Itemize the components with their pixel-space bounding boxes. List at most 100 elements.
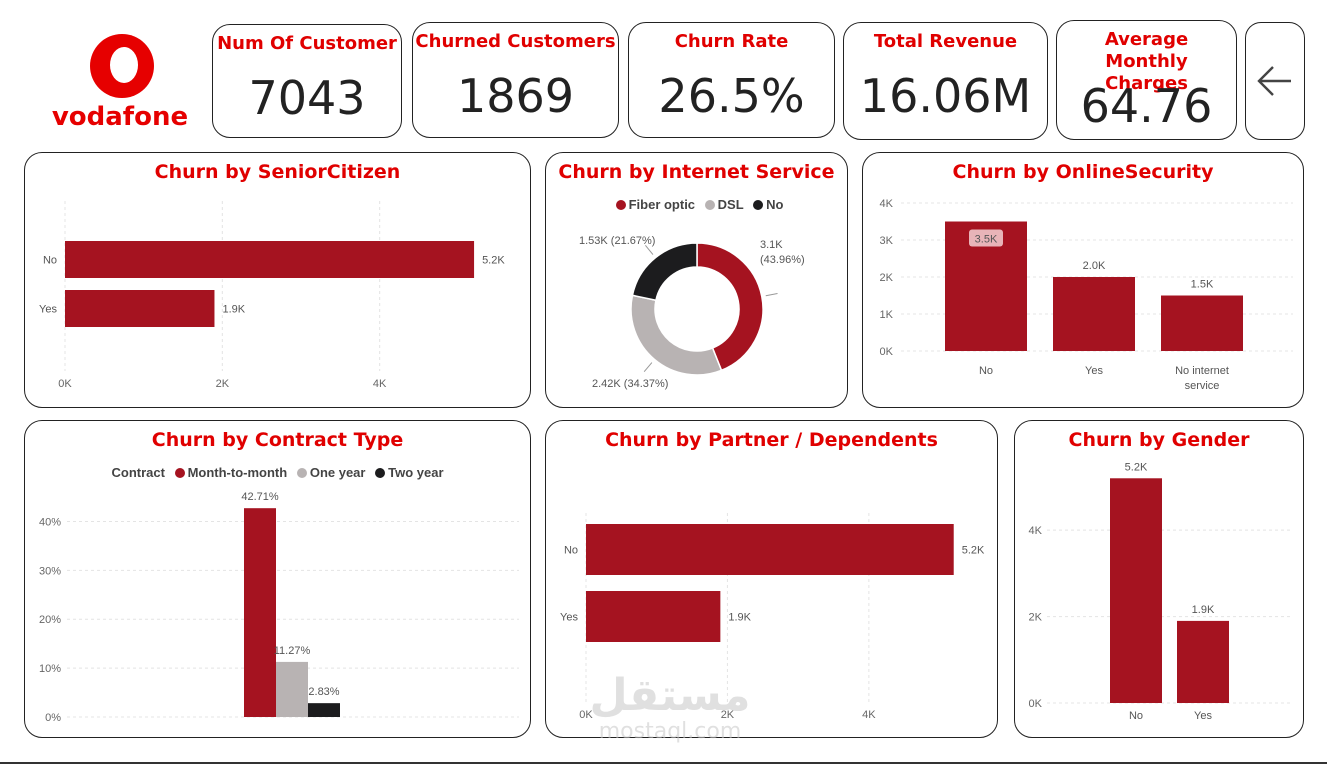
kpi-avg-monthly-charges: Average Monthly Charges 64.76 <box>1056 20 1237 140</box>
data-label: 1.5K <box>1191 279 1214 291</box>
bottom-divider <box>0 762 1327 764</box>
legend-dot <box>375 468 386 478</box>
chart-title: Churn by Gender <box>1068 429 1250 451</box>
data-label: 3.1K <box>760 239 783 251</box>
y-tick-label: 4K <box>880 198 894 210</box>
y-tick-label: 10% <box>39 663 61 675</box>
kpi-value: 64.76 <box>1080 79 1213 133</box>
bar <box>586 524 954 575</box>
y-tick-label: 4K <box>1029 525 1043 537</box>
data-label: 5.2K <box>962 545 985 557</box>
leader-line <box>765 293 778 297</box>
legend-dot <box>615 200 626 210</box>
y-tick-label: 1K <box>880 309 894 321</box>
chart-title: Churn by Internet Service <box>558 161 835 183</box>
legend-item: DSL <box>717 197 744 212</box>
legend-item: Month-to-month <box>187 465 288 480</box>
legend-dot <box>296 468 307 478</box>
legend-item: Fiber optic <box>628 197 696 212</box>
data-label: 5.2K <box>1125 461 1148 473</box>
chart-legend: Fiber optic DSL No <box>546 197 847 212</box>
watermark-arabic: مستقل <box>589 670 751 721</box>
panel-churn-by-internet: Churn by Internet Service Fiber optic DS… <box>545 152 848 408</box>
panel-churn-by-gender: Churn by Gender 0K 2K 4K 5.2K No 1.9K Yes <box>1014 420 1304 738</box>
x-tick-label: 2K <box>216 378 230 390</box>
chart-security: 0K 1K 2K 3K 4K 3.5K No 2.0K Yes 1.5K No internet se… <box>880 198 1293 392</box>
kpi-title: Churn Rate <box>674 31 789 52</box>
y-tick-label: 20% <box>39 614 61 626</box>
x-tick-label: Yes <box>1194 710 1212 722</box>
donut-slice <box>696 242 764 372</box>
legend-dot <box>753 200 764 210</box>
data-label: 11.27% <box>274 645 311 657</box>
arrow-left-icon <box>1257 66 1291 96</box>
y-tick-label: 2K <box>1029 612 1043 624</box>
vodafone-logo: vodafone <box>36 30 204 140</box>
y-tick-label: Yes <box>39 304 57 316</box>
y-tick-label: 0K <box>1029 698 1043 710</box>
data-label: 2.0K <box>1083 260 1106 272</box>
back-button[interactable] <box>1245 22 1305 140</box>
y-tick-label: 0K <box>880 346 894 358</box>
leader-line <box>645 244 654 255</box>
panel-churn-by-contract: Churn by Contract Type Contract Month-to… <box>24 420 531 738</box>
y-tick-label: No <box>564 545 578 557</box>
data-label: 1.9K <box>222 304 245 316</box>
x-tick-label: No <box>1129 710 1143 722</box>
data-label: 1.53K (21.67%) <box>579 235 655 247</box>
data-label: 2.42K (34.37%) <box>592 378 668 390</box>
chart-contract: 0% 10% 20% 30% 40% 42.71% 11.27% 2.83% <box>39 491 519 724</box>
kpi-churn-rate: Churn Rate 26.5% <box>628 22 835 138</box>
kpi-title: Churned Customers <box>415 31 616 52</box>
bar <box>1177 620 1229 703</box>
watermark: مستقل mostaql.com <box>585 672 755 752</box>
legend-item: No <box>766 197 784 212</box>
bar <box>1053 277 1135 351</box>
kpi-num-customers: Num Of Customer 7043 <box>212 24 402 138</box>
kpi-value: 16.06M <box>859 69 1032 123</box>
chart-internet: 3.1K (43.96%) 2.42K (34.37%) 1.53K (21.67%) <box>579 235 805 390</box>
chart-legend: Contract Month-to-month One year Two yea… <box>25 465 530 480</box>
panel-churn-by-partner: Churn by Partner / Dependents 0K 2K 4K No 5.… <box>545 420 998 738</box>
bar <box>308 703 340 717</box>
data-label: 42.71% <box>241 491 279 503</box>
y-tick-label: No <box>43 255 57 267</box>
kpi-total-revenue: Total Revenue 16.06M <box>843 22 1048 140</box>
bar <box>276 661 308 717</box>
legend-title: Contract <box>111 465 165 480</box>
brand-name: vodafone <box>51 102 189 132</box>
chart-title: Churn by SeniorCitizen <box>154 161 401 183</box>
leader-line <box>643 362 653 373</box>
data-label: (43.96%) <box>760 254 805 266</box>
chart-title: Churn by OnlineSecurity <box>952 161 1214 183</box>
kpi-churned-customers: Churned Customers 1869 <box>412 22 619 138</box>
x-tick-label: 4K <box>862 709 876 721</box>
legend-item: Two year <box>388 465 444 480</box>
kpi-title: Total Revenue <box>873 31 1018 52</box>
chart-partner: 0K 2K 4K No 5.2K Yes 1.9K <box>560 513 985 721</box>
legend-item: One year <box>309 465 366 480</box>
donut-slice <box>630 294 723 376</box>
x-tick-label: service <box>1185 380 1220 392</box>
kpi-title: Num Of Customer <box>217 33 397 54</box>
donut-slice <box>631 242 698 302</box>
y-tick-label: 2K <box>880 272 894 284</box>
vodafone-mark <box>90 34 154 98</box>
data-label-bg <box>969 229 1003 247</box>
x-tick-label: 2K <box>721 709 735 721</box>
panel-churn-by-senior: Churn by SeniorCitizen 0K 2K 4K No 5.2K Yes 1.… <box>24 152 531 408</box>
chart-title: Churn by Partner / Dependents <box>605 429 938 451</box>
panel-churn-by-security: Churn by OnlineSecurity 0K 1K 2K 3K 4K 3.5K No… <box>862 152 1304 408</box>
x-tick-label: 0K <box>579 709 593 721</box>
chart-gender: 0K 2K 4K 5.2K No 1.9K Yes <box>1029 461 1291 722</box>
x-tick-label: No internet <box>1175 365 1229 377</box>
bar <box>1161 295 1243 351</box>
kpi-value: 1869 <box>456 69 575 123</box>
data-label: 5.2K <box>482 255 505 267</box>
y-tick-label: 30% <box>39 565 61 577</box>
kpi-value: 7043 <box>248 71 366 125</box>
y-tick-label: Yes <box>560 612 578 624</box>
chart-title: Churn by Contract Type <box>151 429 404 451</box>
chart-senior: 0K 2K 4K No 5.2K Yes 1.9K <box>39 201 505 390</box>
bar <box>65 241 475 278</box>
